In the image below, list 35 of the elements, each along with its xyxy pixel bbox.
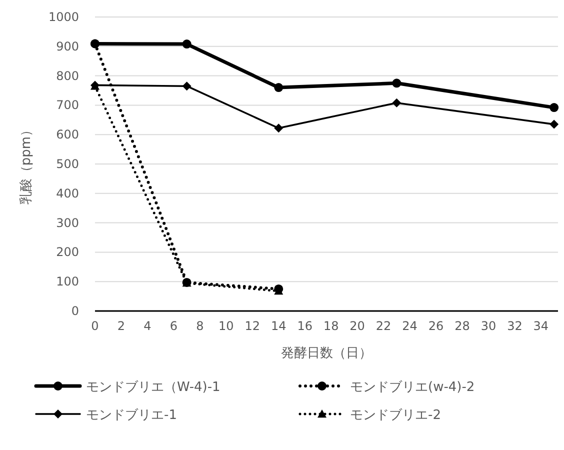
x-tick-label: 10 — [218, 319, 234, 333]
x-tick-label: 14 — [270, 319, 286, 333]
y-tick-label: 400 — [56, 186, 79, 200]
x-tick-label: 20 — [350, 319, 365, 333]
legend-label: モンドブリエ(w-4)-2 — [350, 380, 475, 395]
legend-label: モンドブリエ-2 — [350, 408, 441, 423]
x-axis-title: 発酵日数（日） — [281, 346, 372, 361]
y-tick-label: 500 — [56, 157, 79, 171]
x-tick-label: 8 — [196, 319, 204, 333]
x-tick-label: 12 — [244, 319, 260, 333]
legend-label: モンドブリエ（W-4)-1 — [86, 380, 220, 395]
x-tick-label: 6 — [170, 319, 178, 333]
x-tick-label: 16 — [297, 319, 312, 333]
x-tick-label: 4 — [144, 319, 152, 333]
x-tick-label: 28 — [454, 319, 470, 333]
x-tick-label: 26 — [428, 319, 444, 333]
y-axis-title: 乳酸（ppm） — [19, 123, 34, 205]
y-tick-label: 900 — [56, 39, 79, 54]
y-tick-label: 700 — [56, 98, 79, 112]
legend-label: モンドブリエ-1 — [86, 408, 177, 423]
y-tick-label: 0 — [71, 304, 79, 318]
x-tick-label: 24 — [402, 319, 418, 333]
y-tick-label: 1000 — [48, 10, 79, 24]
x-tick-label: 2 — [117, 319, 126, 333]
y-tick-label: 800 — [56, 68, 79, 83]
x-tick-label: 32 — [507, 319, 522, 333]
y-tick-label: 300 — [56, 216, 79, 230]
x-tick-label: 30 — [480, 319, 496, 333]
y-tick-label: 200 — [56, 245, 79, 260]
x-tick-label: 22 — [376, 319, 392, 333]
x-tick-label: 0 — [91, 319, 99, 333]
x-tick-label: 18 — [323, 319, 339, 333]
y-tick-label: 100 — [56, 274, 79, 289]
y-tick-label: 600 — [56, 128, 79, 142]
x-tick-label: 34 — [533, 319, 549, 333]
